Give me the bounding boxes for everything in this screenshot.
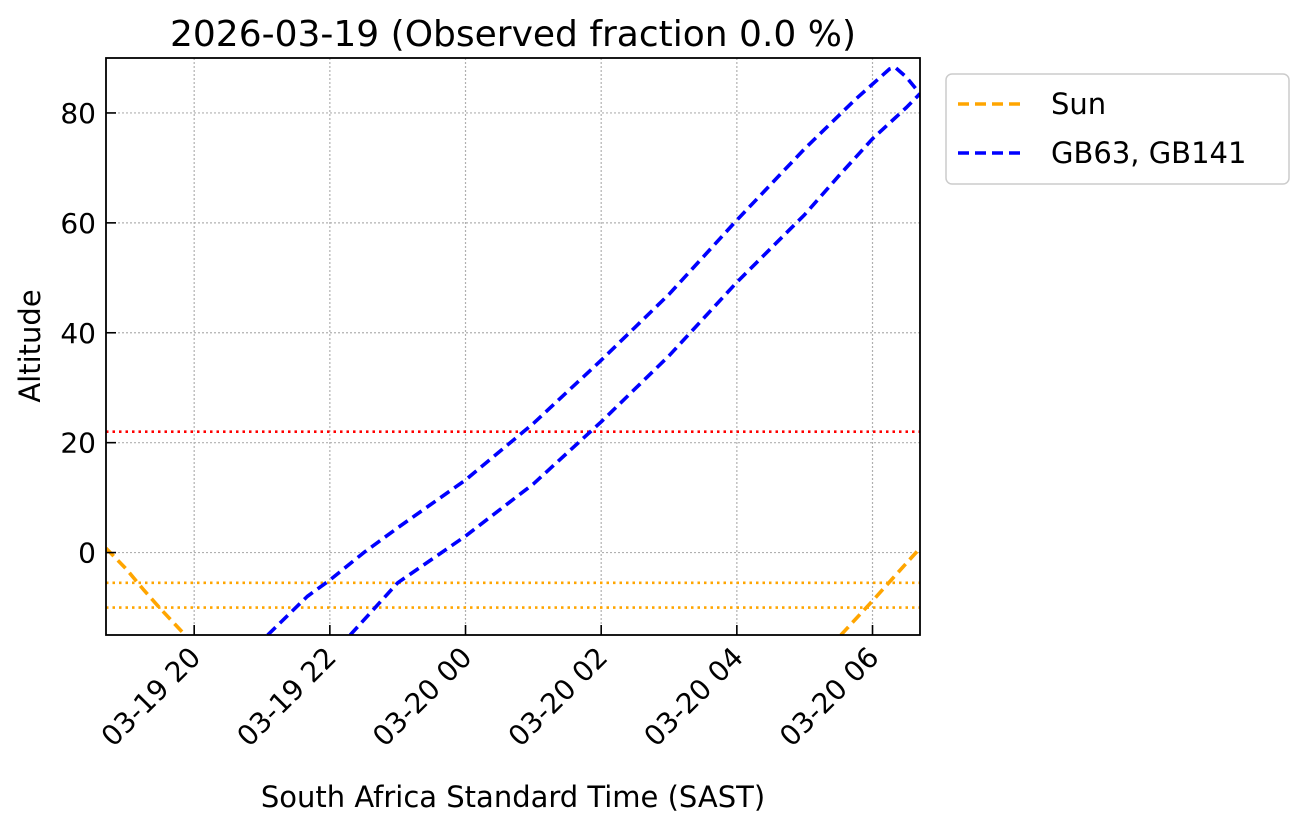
x-tick-label: 03-20 06 (773, 641, 885, 753)
series-line (839, 546, 920, 635)
y-tick-label: 20 (60, 427, 96, 460)
series-line (348, 92, 920, 635)
series (106, 65, 920, 635)
legend: Sun GB63, GB141 (945, 73, 1290, 185)
chart-title: 2026-03-19 (Observed fraction 0.0 %) (170, 14, 856, 55)
legend-frame (945, 73, 1290, 185)
reference-lines (106, 430, 920, 609)
grid (106, 58, 920, 635)
y-tick-label: 60 (60, 207, 96, 240)
x-tick-label: 03-20 02 (502, 641, 614, 753)
x-tick-label: 03-20 04 (637, 641, 749, 753)
legend-label: GB63, GB141 (1051, 136, 1246, 170)
x-tick-label: 03-19 20 (95, 641, 207, 753)
x-tick-label: 03-19 22 (230, 641, 342, 753)
y-axis-label: Altitude (13, 289, 47, 402)
x-axis-label: South Africa Standard Time (SAST) (261, 780, 765, 814)
plot-frame (105, 57, 921, 636)
x-tick-label: 03-20 00 (366, 641, 478, 753)
y-tick-label: 40 (60, 317, 96, 350)
series-line (266, 65, 920, 635)
series-line (106, 546, 187, 635)
y-tick-label: 80 (60, 97, 96, 130)
legend-label: Sun (1051, 87, 1106, 121)
y-tick-label: 0 (78, 537, 96, 570)
